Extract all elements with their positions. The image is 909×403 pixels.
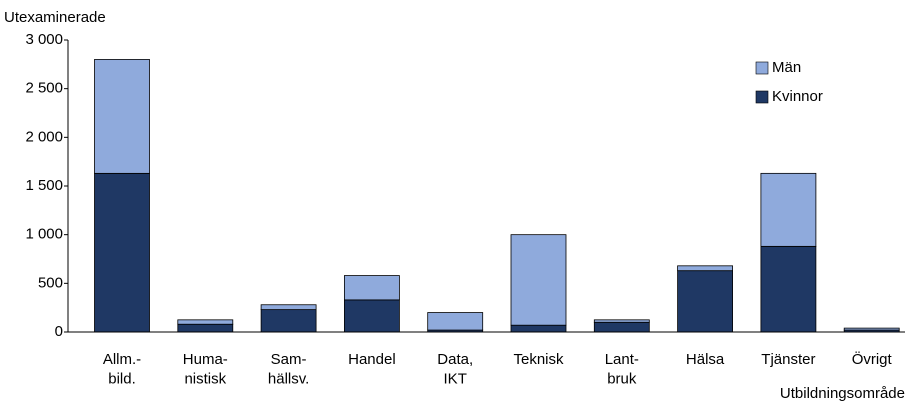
y-tick-label: 0 xyxy=(55,323,63,340)
y-tick-label: 500 xyxy=(38,274,63,291)
x-tick-label: Sam-hällsv. xyxy=(268,351,309,388)
bar-segment xyxy=(260,309,317,333)
y-axis-label: Utexaminerade xyxy=(4,9,106,26)
y-tick-label: 2 500 xyxy=(25,80,63,97)
bar-segment xyxy=(593,319,650,323)
x-tick-label: Tjänster xyxy=(761,351,815,368)
x-tick-label: Handel xyxy=(348,351,396,368)
bar-segment xyxy=(677,265,733,272)
bar-segment xyxy=(343,275,400,301)
bar-segment xyxy=(843,327,900,331)
x-axis-label: Utbildningsområde xyxy=(780,385,905,402)
y-tick-label: 3 000 xyxy=(25,31,63,48)
bar-segment xyxy=(343,299,400,333)
bar-segment xyxy=(94,172,150,333)
bar-segment xyxy=(760,172,817,247)
legend-label: Kvinnor xyxy=(772,88,823,105)
y-tick-label: 1 500 xyxy=(25,177,63,194)
bar-segment xyxy=(177,319,234,325)
bar-segment xyxy=(94,59,150,174)
x-tick-label: Teknisk xyxy=(513,351,564,368)
bar-segment xyxy=(510,234,567,326)
bar-segment xyxy=(677,270,733,333)
legend-swatch xyxy=(755,90,769,104)
bar-segment xyxy=(593,321,650,333)
bar-segment xyxy=(177,323,234,333)
y-tick-label: 1 000 xyxy=(25,226,63,243)
x-tick-label: Allm.-bild. xyxy=(103,351,141,388)
legend-label: Män xyxy=(772,59,801,76)
bar-segment xyxy=(510,324,567,333)
x-tick-label: Lant-bruk xyxy=(605,351,639,388)
legend-swatch xyxy=(755,61,769,75)
bar-segment xyxy=(427,312,484,331)
x-tick-label: Data, IKT xyxy=(437,351,473,388)
x-tick-label: Hälsa xyxy=(686,351,725,368)
x-tick-label: Övrigt xyxy=(852,350,893,368)
y-tick-label: 2 000 xyxy=(25,128,63,145)
x-tick-label: Huma-nistisk xyxy=(183,351,228,388)
bar-segment xyxy=(760,245,817,333)
bar-segment xyxy=(260,304,317,311)
